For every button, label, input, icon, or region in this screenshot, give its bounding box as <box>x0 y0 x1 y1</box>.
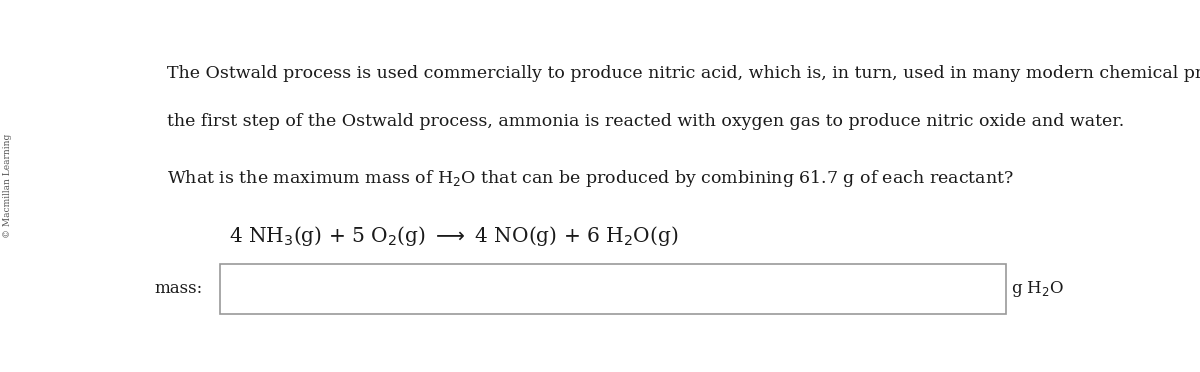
Bar <box>220 264 1006 314</box>
Text: g H$_2$O: g H$_2$O <box>1012 279 1064 299</box>
Text: 4 NH$_3$(g) + 5 O$_2$(g) $\longrightarrow$ 4 NO(g) + 6 H$_2$O(g): 4 NH$_3$(g) + 5 O$_2$(g) $\longrightarro… <box>229 224 678 248</box>
Text: © Macmillan Learning: © Macmillan Learning <box>2 134 12 238</box>
Text: mass:: mass: <box>155 280 203 297</box>
Text: The Ostwald process is used commercially to produce nitric acid, which is, in tu: The Ostwald process is used commercially… <box>167 65 1200 82</box>
Text: What is the maximum mass of H$_2$O that can be produced by combining 61.7 g of e: What is the maximum mass of H$_2$O that … <box>167 168 1014 189</box>
Text: the first step of the Ostwald process, ammonia is reacted with oxygen gas to pro: the first step of the Ostwald process, a… <box>167 113 1124 130</box>
